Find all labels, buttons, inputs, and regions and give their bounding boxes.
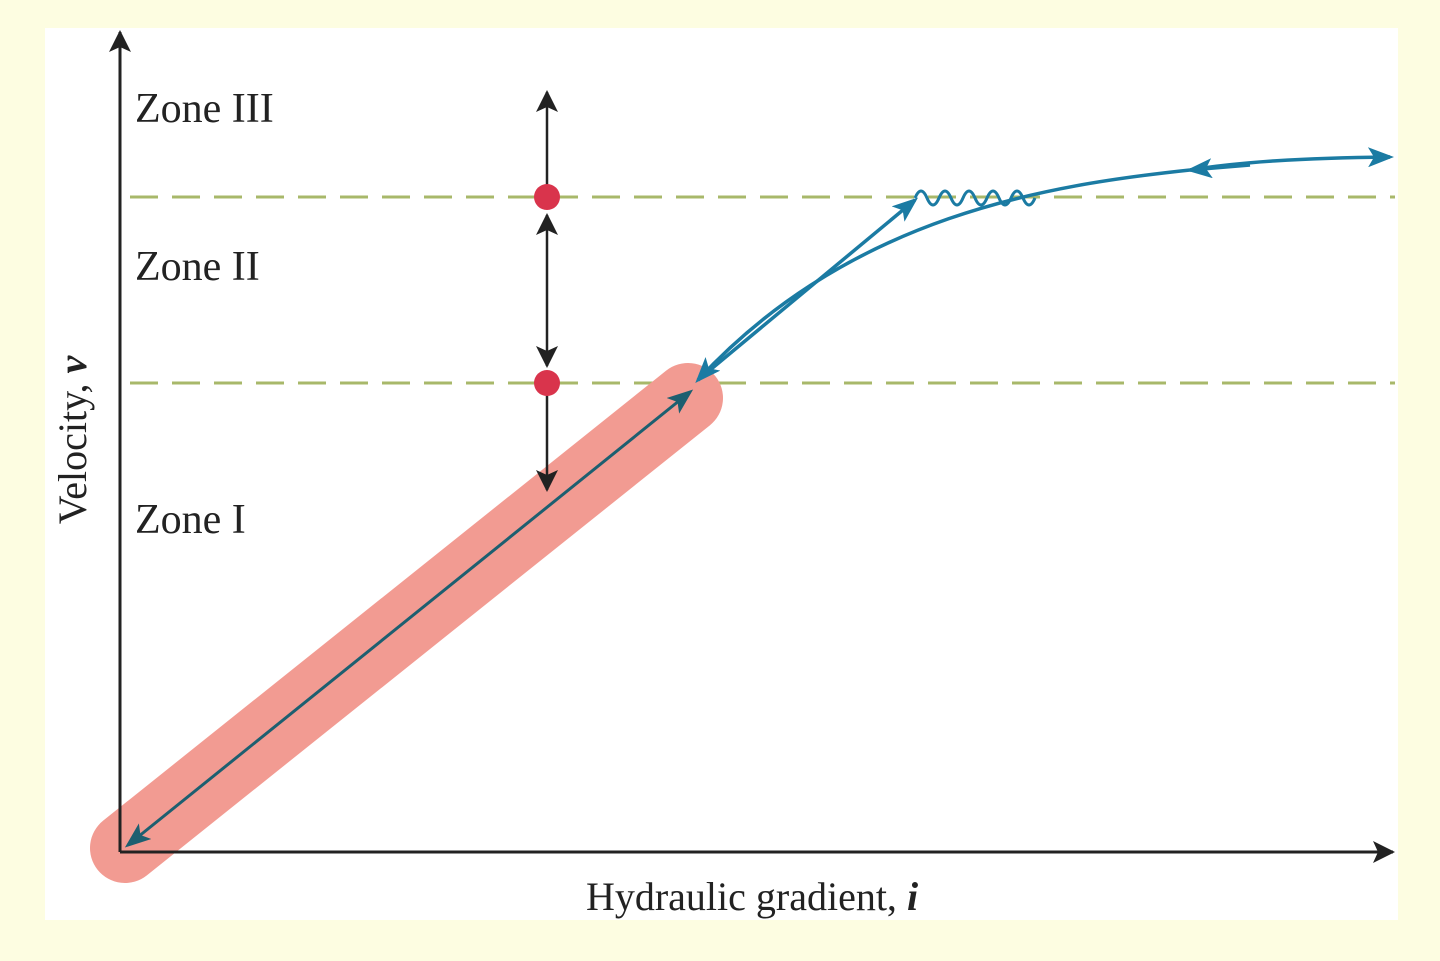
- decreasing-flow-curve: [695, 147, 1394, 383]
- x-axis-symbol: i: [907, 874, 918, 919]
- y-axis-title: Velocity,: [50, 384, 95, 525]
- zone-label: Zone III: [135, 86, 274, 132]
- zone-label: Zone II: [135, 244, 260, 290]
- flow-arrow: [1186, 158, 1251, 179]
- x-axis-title: Hydraulic gradient,: [586, 874, 897, 919]
- y-axis-label: Velocity, v: [50, 355, 95, 525]
- y-axis-symbol: v: [50, 355, 95, 374]
- transition-point: [534, 370, 560, 396]
- transition-point: [534, 184, 560, 210]
- zone-label: Zone I: [135, 497, 246, 543]
- linear-flow-line: [124, 389, 694, 848]
- x-axis-label: Hydraulic gradient, i: [586, 874, 918, 919]
